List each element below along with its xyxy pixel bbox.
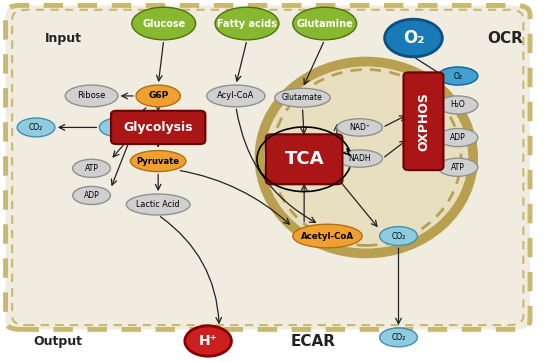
Ellipse shape [130,151,186,172]
FancyBboxPatch shape [6,5,530,329]
Ellipse shape [126,194,190,215]
Ellipse shape [438,129,478,147]
Text: Lactic Acid: Lactic Acid [137,200,180,209]
Text: Acetyl-CoA: Acetyl-CoA [301,232,354,240]
Circle shape [185,326,231,356]
Text: Glycolysis: Glycolysis [123,121,193,134]
Text: Ribose: Ribose [77,92,106,100]
Ellipse shape [206,85,265,107]
Circle shape [385,19,442,57]
Ellipse shape [136,85,180,107]
Text: ATP: ATP [451,163,465,172]
Text: CO₂: CO₂ [391,333,406,342]
Ellipse shape [275,88,330,107]
Text: Glutamate: Glutamate [282,93,323,102]
Ellipse shape [73,159,110,177]
Text: NADH: NADH [349,154,371,163]
FancyBboxPatch shape [111,111,205,144]
Text: CO₂: CO₂ [391,232,406,240]
Ellipse shape [337,150,382,167]
Text: H₂O: H₂O [451,101,465,109]
Text: Glutamine: Glutamine [296,18,353,29]
Text: CO₂: CO₂ [29,123,43,132]
Text: Pyruvate: Pyruvate [137,157,180,165]
Text: H⁺: H⁺ [199,334,218,348]
Text: Acyl-CoA: Acyl-CoA [217,92,255,100]
FancyBboxPatch shape [266,134,342,184]
Ellipse shape [380,328,417,347]
Text: NAD⁺: NAD⁺ [349,123,370,132]
Text: OXPHOS: OXPHOS [417,92,430,151]
Text: Output: Output [34,334,83,348]
Text: ECAR: ECAR [291,333,336,349]
Text: Glucose: Glucose [142,18,185,29]
Text: ATP: ATP [84,164,99,173]
Text: Fatty acids: Fatty acids [217,18,277,29]
Text: O₂: O₂ [453,72,462,80]
Ellipse shape [73,186,110,205]
Ellipse shape [17,118,55,137]
Text: ADP: ADP [450,133,466,142]
Ellipse shape [65,85,118,107]
Ellipse shape [99,118,137,137]
FancyBboxPatch shape [403,72,443,170]
Ellipse shape [380,227,417,245]
Text: CO₂: CO₂ [111,123,125,132]
Ellipse shape [132,7,196,40]
Text: Input: Input [46,31,82,45]
Text: ADP: ADP [84,191,99,200]
Ellipse shape [293,224,362,248]
Ellipse shape [438,158,478,176]
Text: OCR: OCR [487,30,523,46]
Ellipse shape [215,7,279,40]
Text: O₂: O₂ [403,29,424,47]
Ellipse shape [438,96,478,114]
Ellipse shape [438,67,478,85]
Text: G6P: G6P [148,92,168,100]
Text: TCA: TCA [284,150,324,168]
Ellipse shape [292,7,356,40]
Ellipse shape [337,119,382,136]
Ellipse shape [259,62,473,253]
